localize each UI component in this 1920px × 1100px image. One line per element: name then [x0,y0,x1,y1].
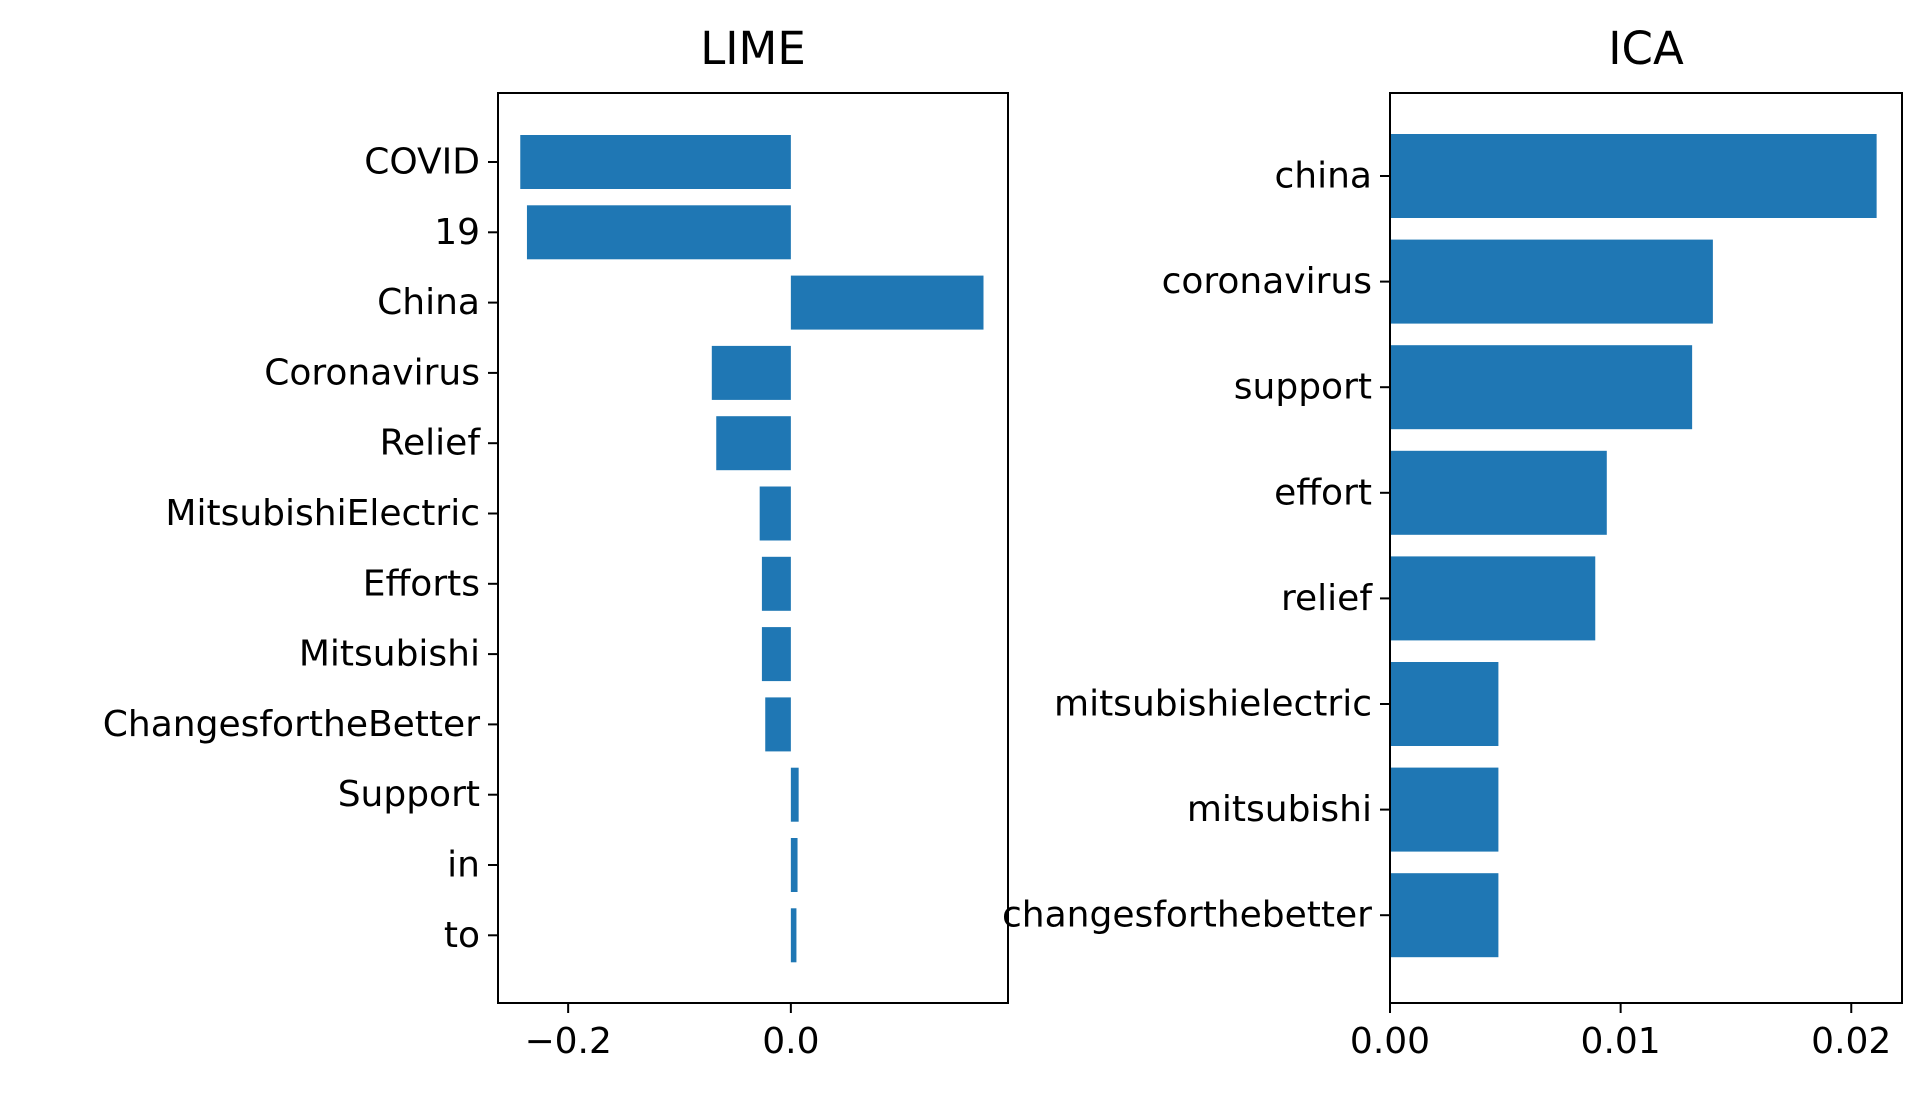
ica-x-tick-label: 0.01 [1581,1021,1661,1062]
lime-bar [761,627,791,682]
lime-y-tick-label: Relief [380,423,482,464]
lime-x-tick-label: −0.2 [524,1021,611,1062]
ica-bars [1390,134,1877,958]
lime-axes-frame [497,92,1009,1004]
ica-bar [1390,556,1596,641]
lime-y-tick-label: in [447,845,480,886]
ica-bar [1390,239,1713,324]
ica-x-ticks: 0.00 0.01 0.02 [1350,1003,1891,1062]
lime-y-tick-label: ChangesfortheBetter [103,704,480,745]
lime-bar [790,838,798,892]
lime-y-tick-label: Efforts [363,563,480,604]
ica-title: ICA [1608,22,1684,75]
ica-y-tick-label: mitsubishielectric [1054,684,1372,725]
ica-y-tick-label: changesforthebetter [1002,895,1372,936]
lime-bar [765,697,791,752]
lime-bar [790,908,797,963]
lime-bar [526,205,791,260]
ica-y-tick-label: china [1275,156,1373,197]
ica-y-tick-label: support [1234,367,1372,408]
lime-y-tick-label: China [377,282,480,323]
ica-bar [1390,873,1499,958]
ica-y-tick-label: mitsubishi [1187,789,1372,830]
lime-y-tick-label: to [444,915,480,956]
lime-y-tick-label: 19 [434,212,480,253]
ica-bar [1390,767,1499,852]
ica-bar [1390,662,1499,746]
lime-bar [716,416,791,471]
ica-panel: china coronavirus support effort relief mitsu… [1002,22,1903,1062]
lime-y-tick-label: Coronavirus [264,352,480,393]
lime-bars [520,135,984,963]
lime-y-ticks: COVID19ChinaCoronavirusReliefMitsubishiE… [103,142,498,956]
lime-y-tick-label: Mitsubishi [299,634,480,675]
ica-bar [1390,134,1877,218]
ica-y-tick-label: relief [1281,578,1373,619]
lime-x-tick-label: 0.0 [762,1021,819,1062]
lime-bar [761,556,791,611]
lime-y-tick-label: Support [338,774,480,815]
ica-y-tick-label: coronavirus [1162,261,1372,302]
lime-panel: COVID19ChinaCoronavirusReliefMitsubishiE… [103,22,1009,1062]
ica-x-tick-label: 0.02 [1811,1021,1891,1062]
lime-title: LIME [700,22,806,75]
lime-bar [711,345,791,400]
ica-bar [1390,345,1693,430]
lime-bar [790,767,799,822]
ica-y-ticks: china coronavirus support effort relief mitsu… [1002,156,1390,936]
ica-x-tick-label: 0.00 [1350,1021,1430,1062]
ica-bar [1390,450,1607,535]
lime-bar [759,486,791,541]
lime-x-ticks: −0.2 0.0 [524,1003,819,1062]
lime-y-tick-label: MitsubishiElectric [165,493,480,534]
lime-bar [790,275,984,330]
lime-y-tick-label: COVID [364,142,480,183]
ica-y-tick-label: effort [1274,472,1372,513]
ica-axes-frame [1389,92,1903,1004]
lime-bar [520,135,791,189]
